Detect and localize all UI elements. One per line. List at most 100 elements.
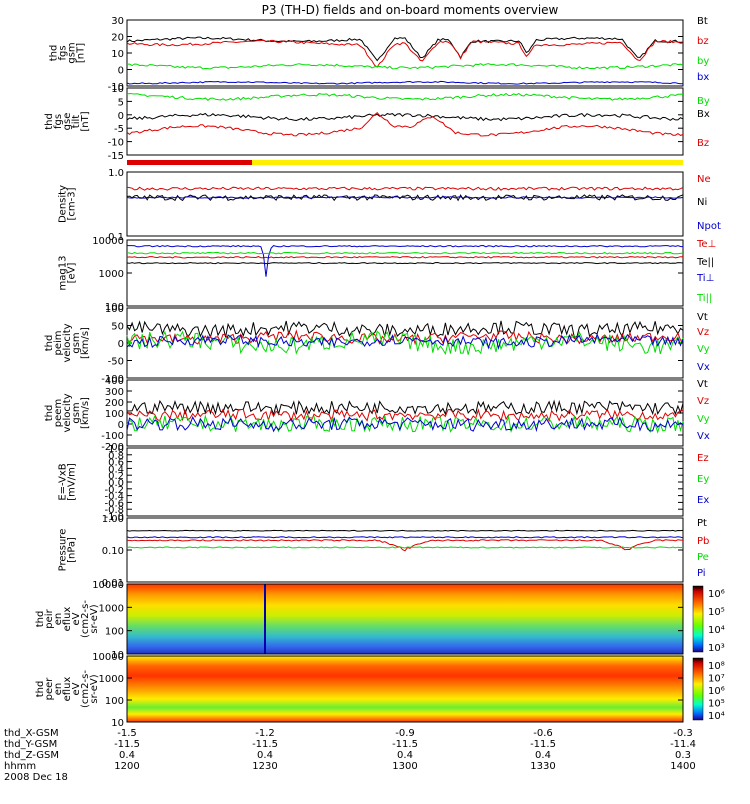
legend-Bt: Bt [697,16,708,27]
panel-frame [126,87,684,156]
y-axis-label: thdfgsgsm[nT] [49,42,87,63]
legend-Vt: Vt [697,312,708,323]
legend-Pi: Pi [697,568,706,579]
series-by [127,63,684,70]
y-tick-label: 0 [118,339,124,350]
y-tick-label: 0.0 [108,478,124,489]
y-tick-label: 0.8 [108,451,124,462]
y-axis-label: Density[cm-3] [58,185,78,223]
series-Ti|| [126,251,684,255]
colorbar-label: 10⁵ [708,699,725,710]
x-tick-label: 1300 [392,761,417,772]
x-tick-label: 1400 [670,761,695,772]
mode-bar-fast [127,160,252,165]
x-tick-label: -11.5 [252,739,278,750]
colorbar [692,585,704,653]
legend-Pt: Pt [697,518,707,529]
panel-frame [126,171,684,237]
series-Vt [126,320,684,339]
y-tick-label: -1.0 [104,512,124,523]
panel-frame [126,583,684,655]
legend-Ni: Ni [697,197,707,208]
y-tick-label: -50 [108,357,124,368]
legend-Pb: Pb [697,536,709,547]
legend-Te⊥: Te⊥ [696,239,716,250]
spectrogram [127,584,683,654]
series-Bx [126,112,684,122]
x-tick-label: -11.5 [392,739,418,750]
legend-Vz: Vz [697,327,709,338]
y-tick-label: 300 [105,387,124,398]
series-Bt [126,36,684,62]
y-tick-label: 0.4 [108,464,124,475]
y-tick-label: 0.10 [102,546,124,557]
mode-bar-slow [252,160,683,165]
y-axis-label: mag13[eV] [58,256,78,291]
y-axis-label: thdpeimvelocitygsm[km/s] [44,323,91,362]
series-Vx [126,415,684,433]
panel-efield: Ez Ey Ex 1.00.80.60.40.20.0-0.2-0.4-0.6-0.8… [58,444,710,523]
x-tick-label: 0.4 [535,750,551,761]
series-Pt [126,529,684,532]
y-tick-label: 10 [111,718,124,729]
series-Pb [127,539,683,552]
y-tick-label: 0.6 [108,458,124,469]
legend-Ti⊥: Ti⊥ [696,273,714,284]
colorbar-label: 10⁴ [708,711,725,722]
x-tick-label: -11.4 [670,739,696,750]
y-tick-label: -10 [108,82,124,93]
colorbar-label: 10⁶ [708,686,725,697]
series-Te|| [126,261,684,265]
y-tick-label: 100 [105,409,124,420]
panel-frame [126,655,684,723]
x-tick-label: -11.5 [114,739,140,750]
legend-Ez: Ez [697,453,709,464]
y-tick-label: 1.0 [108,444,124,455]
x-tick-label: 0.4 [397,750,413,761]
y-tick-label: 0.1 [108,232,124,243]
y-tick-label: 1000 [99,674,124,685]
legend-Ey: Ey [697,474,709,485]
x-tick-label: -1.2 [255,728,275,739]
panel-density: Ne Ni Npot 1.0 0.1 Density[cm-3] [58,168,721,243]
legend-Ti||: Ti|| [696,293,712,304]
series-Vy [126,414,684,434]
x-tick-label: 0.4 [119,750,135,761]
y-axis-label: Pressure[nPa] [58,529,78,572]
series-Bz [126,112,684,137]
panel-fgs: Bt bz by bx 30 20 10 0 -10 thdfgsgsm[nT] [49,16,710,93]
legend-Vt: Vt [697,379,708,390]
y-axis-label: thdfgsgsetilt[nT] [44,111,91,131]
x-tick-label: 1330 [530,761,555,772]
y-tick-label: -100 [101,431,124,442]
y-tick-label: 1000 [99,269,124,280]
panel-frame [126,517,684,583]
y-tick-label: 0.01 [102,578,124,589]
y-tick-label: 0 [118,420,124,431]
panel-frame [126,447,684,517]
y-axis-label: thdpeemvelocitygsm[km/s] [44,393,91,432]
y-tick-label: 1.0 [108,168,124,179]
legend-bz: bz [697,36,709,47]
series-Vz [126,329,684,346]
y-tick-label: 0 [118,111,124,122]
y-tick-label: 100 [105,304,124,315]
legend-Vy: Vy [697,344,710,355]
y-axis-label: E=-VxB[mV/m] [58,463,78,501]
y-tick-label: 10000 [92,580,124,591]
y-tick-label: 200 [105,398,124,409]
y-tick-label: -5 [114,124,124,135]
series-bz [126,39,684,68]
y-tick-label: 1.00 [102,514,124,525]
y-tick-label: 0 [118,66,124,77]
y-tick-label: -15 [108,151,124,162]
series-Vz [126,408,684,423]
y-tick-label: 100 [105,696,124,707]
x-tick-label: 1230 [252,761,277,772]
y-tick-label: 100 [105,302,124,313]
panel-perm_vel: VtVzVyVx4003002001000-100-200thdpeemvelo… [44,376,710,453]
legend-Ex: Ex [697,495,709,506]
y-axis-label: thdpeirenefluxeV(cm2-s-sr-eV) [35,600,100,638]
